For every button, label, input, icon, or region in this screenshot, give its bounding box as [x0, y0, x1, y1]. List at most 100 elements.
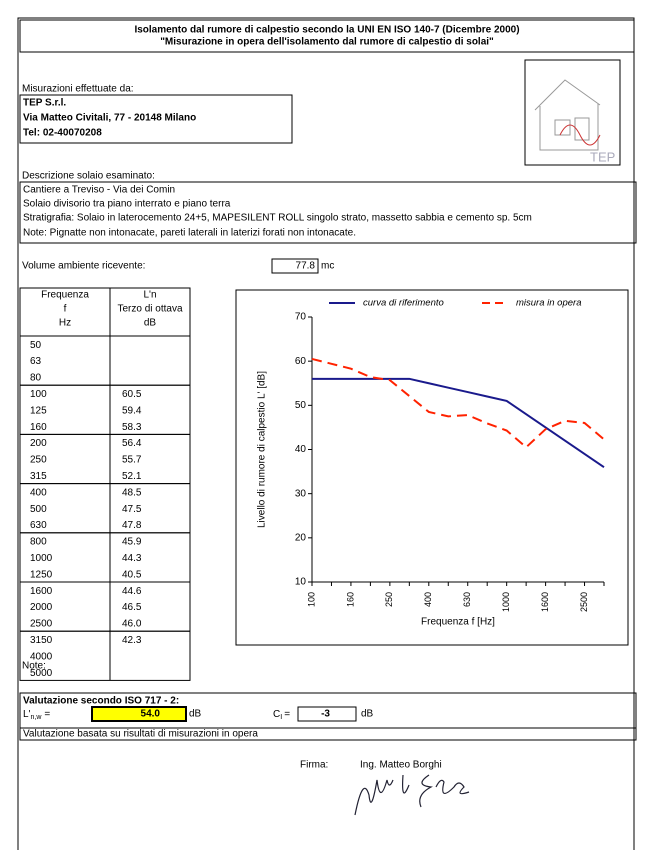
table-cell: 3150	[30, 635, 53, 646]
volume-value: 77.8	[296, 261, 316, 272]
description: Note: Pignatte non intonacate, pareti la…	[23, 228, 356, 239]
x-axis-label: Frequenza f [Hz]	[421, 617, 495, 628]
table-cell: 630	[30, 520, 47, 531]
table-header: dB	[144, 318, 157, 329]
series-line	[311, 357, 605, 449]
table-cell: 2000	[30, 602, 53, 613]
page-border	[17, 17, 635, 850]
table-cell: 46.5	[122, 602, 142, 613]
ci-value: -3	[321, 709, 330, 720]
series-line	[312, 377, 605, 468]
table-cell: 59.4	[122, 405, 142, 416]
table-cell: 160	[30, 422, 47, 433]
y-tick-label: 30	[295, 488, 307, 499]
evaluation-title: Valutazione secondo ISO 717 - 2:	[23, 696, 179, 707]
table-cell: 5000	[30, 668, 53, 679]
table-cell: 50	[30, 340, 42, 351]
table-cell: 80	[30, 373, 42, 384]
y-tick-label: 60	[295, 356, 307, 367]
description: Stratigrafia: Solaio in laterocemento 24…	[23, 213, 532, 224]
y-tick-label: 20	[295, 532, 307, 543]
signature	[354, 774, 470, 816]
table-cell: 46.0	[122, 619, 142, 630]
table-cell: 55.7	[122, 455, 142, 466]
x-tick-label: 400	[423, 592, 433, 607]
table-cell: 44.6	[122, 586, 142, 597]
lnw-value: 54.0	[141, 709, 161, 720]
label: Volume ambiente ricevente:	[22, 261, 145, 272]
ci-label: CI =	[273, 709, 290, 721]
table-cell: 52.1	[122, 471, 142, 482]
description-box	[19, 181, 637, 244]
table-header: f	[64, 304, 67, 315]
evaluation-box	[19, 692, 637, 741]
table-cell: 1250	[30, 569, 53, 580]
y-tick-label: 40	[295, 444, 307, 455]
company-box	[19, 94, 293, 144]
table-cell: 250	[30, 455, 47, 466]
logo-text: TEP	[590, 149, 615, 164]
table-cell: 44.3	[122, 553, 142, 564]
table-cell: 47.8	[122, 520, 142, 531]
table-header: L'n	[143, 290, 156, 301]
x-tick-label: 100	[306, 592, 316, 607]
title: Isolamento dal rumore di calpestio secon…	[134, 25, 519, 36]
x-tick-label: 250	[384, 592, 394, 607]
table-cell: 47.5	[122, 504, 142, 515]
volume-box	[271, 258, 319, 274]
evaluation-footer: Valutazione basata su risultati di misur…	[23, 729, 258, 740]
table-cell: 42.3	[122, 635, 142, 646]
table-cell: 56.4	[122, 438, 142, 449]
lnw-label: L'n,w =	[23, 709, 50, 721]
table-cell: 100	[30, 389, 47, 400]
table-cell: 315	[30, 471, 47, 482]
x-tick-label: 2500	[579, 592, 589, 612]
x-tick-label: 1000	[501, 592, 511, 612]
table-group	[19, 335, 191, 386]
table-cell: 4000	[30, 651, 53, 662]
title-box	[19, 19, 635, 53]
table-group	[19, 630, 191, 681]
table-cell: 1600	[30, 586, 53, 597]
table-cell: 60.5	[122, 389, 142, 400]
x-tick-label: 1600	[540, 592, 550, 612]
table-cell: 125	[30, 405, 47, 416]
chart-box	[235, 289, 629, 646]
table-header: Frequenza	[41, 290, 89, 301]
logo: TEP	[524, 59, 621, 166]
signature-label: Firma:	[300, 760, 328, 771]
table-cell: 500	[30, 504, 47, 515]
y-tick-label: 10	[295, 577, 307, 588]
table-cell: 45.9	[122, 537, 142, 548]
table-header: Hz	[59, 318, 71, 329]
ci-unit: dB	[361, 709, 374, 720]
notes-label: Note:	[22, 661, 46, 672]
table-cell: 2500	[30, 619, 53, 630]
table-cell: 63	[30, 356, 42, 367]
table-cell: 400	[30, 487, 47, 498]
legend-label: misura in opera	[516, 298, 581, 309]
y-axis-label: Livello di rumore di calpestio L' [dB]	[257, 371, 268, 528]
company: TEP S.r.l.	[23, 98, 66, 109]
label: Descrizione solaio esaminato:	[22, 171, 155, 182]
y-tick-label: 70	[295, 312, 307, 323]
table-cell: 48.5	[122, 487, 142, 498]
table-cell: 40.5	[122, 569, 142, 580]
table-cell: 200	[30, 438, 47, 449]
table-cell: 800	[30, 537, 47, 548]
legend-label: curva di riferimento	[363, 298, 444, 309]
ci-box	[297, 706, 357, 722]
volume-unit: mc	[321, 261, 334, 272]
company: Tel: 02-40070208	[23, 128, 102, 139]
signature-name: Ing. Matteo Borghi	[360, 760, 442, 771]
description: Solaio divisorio tra piano interrato e p…	[23, 199, 231, 210]
title: "Misurazione in opera dell'isolamento da…	[160, 37, 494, 48]
y-tick-label: 50	[295, 400, 307, 411]
label: Misurazioni effettuate da:	[22, 84, 134, 95]
table-cell: 58.3	[122, 422, 142, 433]
x-tick-label: 160	[345, 592, 355, 607]
description: Cantiere a Treviso - Via dei Comin	[23, 185, 175, 196]
lnw-box	[91, 706, 187, 722]
x-tick-label: 630	[462, 592, 472, 607]
